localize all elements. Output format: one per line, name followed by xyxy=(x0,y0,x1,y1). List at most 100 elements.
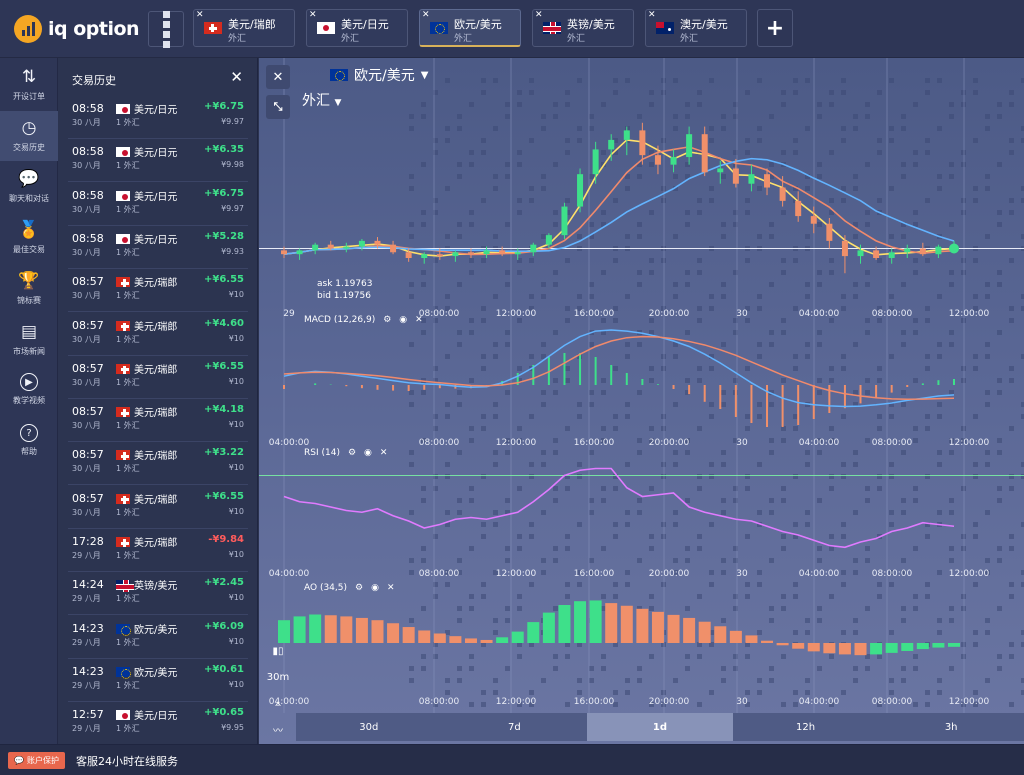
close-tab-icon[interactable]: ✕ xyxy=(196,10,204,20)
history-row[interactable]: 08:58 30 八月 美元/日元 1 外汇 +¥6.35 ¥9.98 xyxy=(68,139,248,183)
candle-body xyxy=(296,250,303,255)
map-dot xyxy=(877,258,882,263)
drawing-tool-icon[interactable]: ⟑ xyxy=(274,697,282,709)
gear-icon[interactable]: ⚙ xyxy=(383,315,392,325)
history-row[interactable]: 14:23 29 八月 欧元/美元 1 外汇 +¥6.09 ¥10 xyxy=(68,616,248,659)
asset-tab[interactable]: ✕ 美元/瑞郎 外汇 xyxy=(193,9,295,47)
rail-item[interactable]: 💬 聊天和对话 xyxy=(0,162,58,212)
map-dot xyxy=(1021,138,1024,143)
support-button[interactable]: 💬 账户保护 xyxy=(8,752,65,769)
trade-qty: 1 外汇 xyxy=(116,421,140,431)
chart-area[interactable]: 29 08:00:00 12:00:00 16:00:00 20:00:00 30 04:0… xyxy=(259,58,1024,744)
eye-icon[interactable]: ◉ xyxy=(364,448,372,458)
close-tab-icon[interactable]: ✕ xyxy=(422,10,430,20)
timeframe-button[interactable]: 30m xyxy=(266,671,290,683)
history-row[interactable]: 08:58 30 八月 美元/日元 1 外汇 +¥6.75 ¥9.97 xyxy=(68,96,248,139)
asset-grid-button[interactable] xyxy=(148,10,184,48)
close-tab-icon[interactable]: ✕ xyxy=(535,10,543,20)
map-dot xyxy=(733,438,738,443)
asset-tab[interactable]: ✕ 澳元/美元 外汇 xyxy=(645,9,747,47)
rail-item[interactable]: 🏅 最佳交易 xyxy=(0,213,58,263)
close-icon[interactable]: ✕ xyxy=(230,68,243,86)
map-dot xyxy=(793,522,798,527)
asset-tab[interactable]: ✕ 英镑/美元 外汇 xyxy=(532,9,634,47)
map-dot xyxy=(757,630,762,635)
map-dot xyxy=(997,390,1002,395)
map-dot xyxy=(805,690,810,695)
eye-icon[interactable]: ◉ xyxy=(399,315,408,325)
map-dot xyxy=(901,282,906,287)
rail-item[interactable]: ▶ 教学视频 xyxy=(0,366,58,416)
map-dot xyxy=(781,438,786,443)
rsi-line xyxy=(283,467,955,549)
trade-pair: 美元/日元 xyxy=(134,148,178,160)
history-row[interactable]: 08:57 30 八月 美元/瑞郎 1 外汇 +¥4.60 ¥10 xyxy=(68,313,248,356)
newspaper-icon: ▤ xyxy=(20,322,38,342)
map-dot xyxy=(613,690,618,695)
map-dot xyxy=(589,126,594,131)
trade-time: 08:58 xyxy=(72,102,104,115)
history-row[interactable]: 08:57 30 八月 美元/瑞郎 1 外汇 +¥6.55 ¥10 xyxy=(68,356,248,399)
history-row[interactable]: 17:28 29 八月 美元/瑞郎 1 外汇 -¥9.84 ¥10 xyxy=(68,529,248,572)
close-tab-icon[interactable]: ✕ xyxy=(648,10,656,20)
history-row[interactable]: 08:57 30 八月 美元/瑞郎 1 外汇 +¥4.18 ¥10 xyxy=(68,399,248,443)
map-dot xyxy=(469,258,474,263)
history-row[interactable]: 14:24 29 八月 英镑/美元 1 外汇 +¥2.45 ¥10 xyxy=(68,572,248,616)
history-row[interactable]: 08:57 30 八月 美元/瑞郎 1 外汇 +¥6.55 ¥10 xyxy=(68,486,248,529)
map-dot xyxy=(565,378,570,383)
map-dot xyxy=(997,606,1002,611)
map-dot xyxy=(469,270,474,275)
history-row[interactable]: 08:58 30 八月 美元/日元 1 外汇 +¥6.75 ¥9.97 xyxy=(68,183,248,226)
rail-item[interactable]: ⇅ 开设订单 xyxy=(0,60,58,110)
period-button[interactable]: 3h xyxy=(944,721,958,733)
map-dot xyxy=(565,366,570,371)
rail-item[interactable]: ? 帮助 xyxy=(0,417,58,467)
asset-type-selector[interactable]: 外汇 ▼ xyxy=(302,90,341,110)
history-row[interactable]: 14:23 29 八月 欧元/美元 1 外汇 +¥0.61 ¥10 xyxy=(68,659,248,702)
close-tab-icon[interactable]: ✕ xyxy=(309,10,317,20)
map-dot xyxy=(721,558,726,563)
close-icon[interactable]: ✕ xyxy=(415,315,423,325)
flag-ch-icon xyxy=(116,537,130,547)
history-row[interactable]: 08:57 30 八月 美元/瑞郎 1 外汇 +¥6.55 ¥10 xyxy=(68,269,248,313)
map-dot xyxy=(577,570,582,575)
asset-tab[interactable]: ✕ 美元/日元 外汇 xyxy=(306,9,408,47)
map-dot xyxy=(769,402,774,407)
ao-bar xyxy=(698,621,711,643)
period-button[interactable]: 7d xyxy=(508,721,521,733)
eye-icon[interactable]: ◉ xyxy=(371,583,379,593)
rail-item[interactable]: ◷ 交易历史 xyxy=(0,111,58,161)
chart-type-icon[interactable]: ▮▯ xyxy=(272,645,284,657)
map-dot xyxy=(565,318,570,323)
close-icon[interactable]: ✕ xyxy=(379,448,388,458)
close-icon[interactable]: ✕ xyxy=(386,583,395,593)
collapse-icon[interactable]: ⤡ xyxy=(266,95,290,119)
period-button[interactable]: 30d xyxy=(359,721,379,733)
indicator-icon[interactable]: 〰 xyxy=(273,725,283,737)
add-tab-button[interactable]: + xyxy=(757,9,793,47)
rail-item[interactable]: 🏆 锦标赛 xyxy=(0,264,58,314)
price-chart-svg[interactable]: 29 08:00:00 12:00:00 16:00:00 20:00:00 30 04:0… xyxy=(259,58,1024,744)
logo[interactable]: iq option xyxy=(14,14,140,44)
map-dot xyxy=(697,486,702,491)
candle-body xyxy=(904,248,911,253)
period-button[interactable]: 12h xyxy=(796,721,816,733)
period-button[interactable]: 1d xyxy=(587,713,733,741)
map-dot xyxy=(781,702,786,707)
map-dot xyxy=(601,426,606,431)
history-row[interactable]: 08:58 30 八月 美元/日元 1 外汇 +¥5.28 ¥9.93 xyxy=(68,226,248,269)
trade-profit: +¥0.65 xyxy=(203,707,244,719)
map-dot xyxy=(901,222,906,227)
close-chart-button[interactable]: ✕ xyxy=(266,65,290,89)
gear-icon[interactable]: ⚙ xyxy=(347,448,357,458)
trade-time: 14:24 xyxy=(72,578,104,592)
history-row[interactable]: 08:57 30 八月 美元/瑞郎 1 外汇 +¥3.22 ¥10 xyxy=(68,442,248,486)
trade-pair: 美元/日元 xyxy=(134,234,178,246)
map-dot xyxy=(649,378,654,383)
map-dot xyxy=(913,330,918,335)
rail-item[interactable]: ▤ 市场新闻 xyxy=(0,315,58,365)
asset-tab[interactable]: ✕ 欧元/美元 外汇 xyxy=(419,9,521,47)
history-row[interactable]: 12:57 29 八月 美元/日元 1 外汇 +¥0.65 ¥9.95 xyxy=(68,702,248,744)
gear-icon[interactable]: ⚙ xyxy=(355,583,364,593)
asset-selector[interactable]: 欧元/美元 ▼ xyxy=(330,65,428,85)
